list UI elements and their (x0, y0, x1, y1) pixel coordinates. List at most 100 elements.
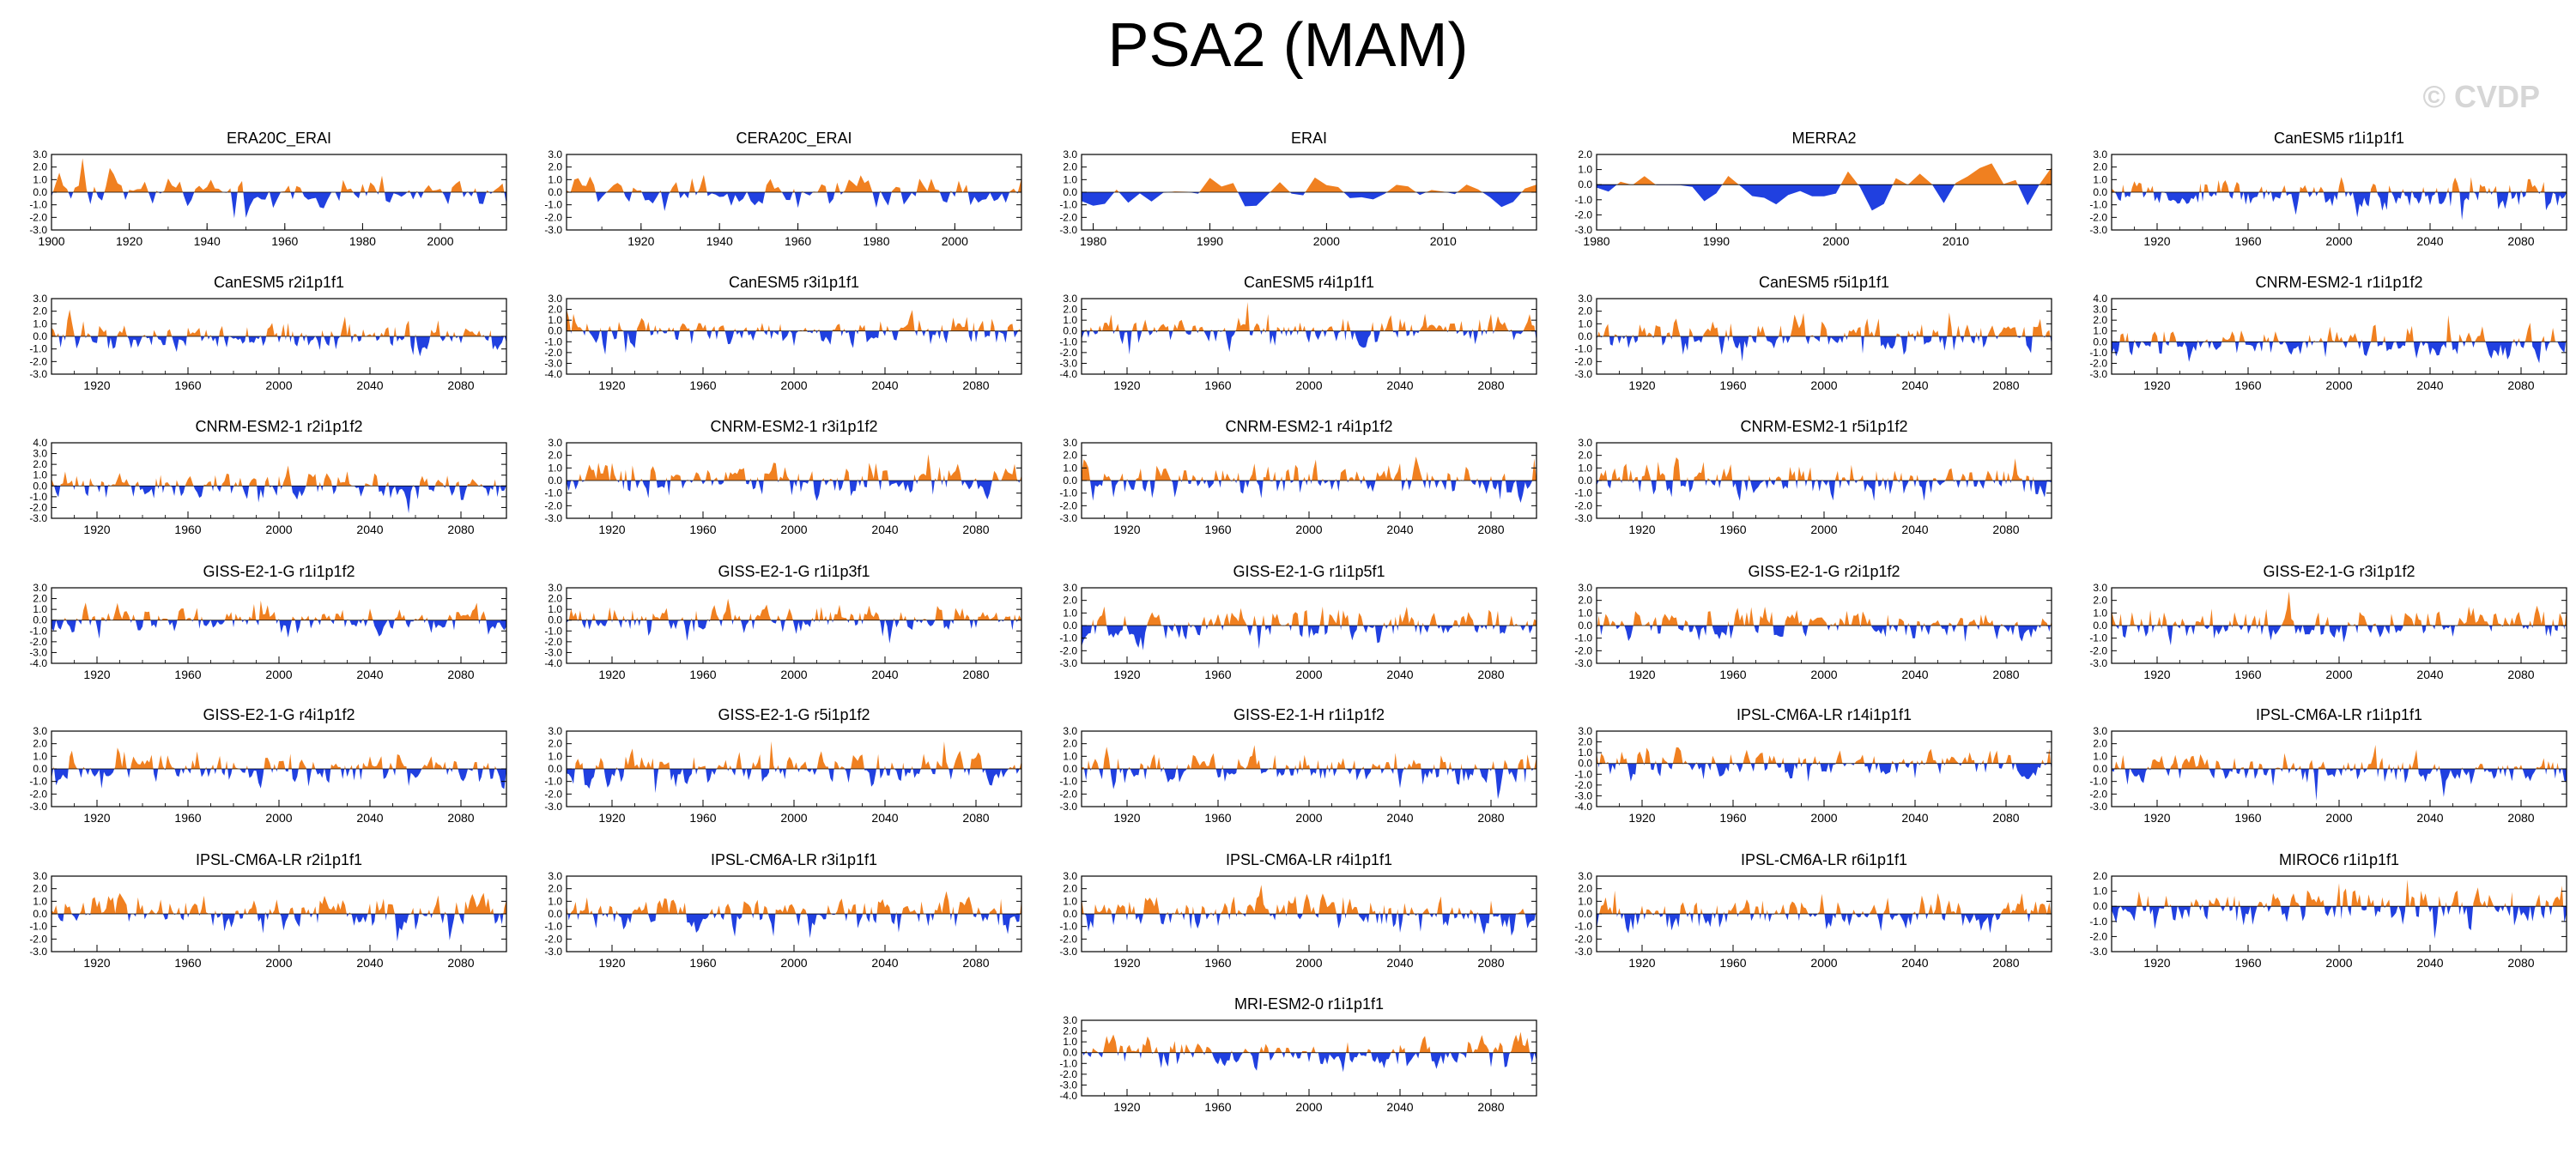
y-tick-label: -2.0 (1574, 779, 1592, 791)
chart-panel: CNRM-ESM2-1 r2i1p1f2 4.0 3.0 2.0 1.0 0.0 -1.0-… (9, 417, 515, 546)
x-tick-label: 2080 (447, 956, 474, 970)
y-tick-label: 1.0 (33, 895, 47, 907)
x-tick-label: 1920 (598, 523, 625, 536)
x-tick-label: 1920 (83, 956, 110, 970)
positive-area (52, 747, 506, 769)
y-tick-label: 0.0 (548, 475, 562, 487)
chart-svg: GISS-E2-1-G r1i1p5f1 3.02.01.00.0-1.0-2.0… (1059, 563, 1537, 681)
panel-title: CNRM-ESM2-1 r1i1p1f2 (2255, 274, 2422, 291)
y-tick-label: -2.0 (29, 211, 47, 223)
x-tick-label: 1990 (1703, 234, 1730, 248)
y-tick-label: 2.0 (33, 738, 47, 750)
y-tick-label: 0.0 (1063, 1047, 1077, 1059)
x-tick-label: 2040 (871, 378, 898, 392)
chart-panel: CNRM-ESM2-1 r5i1p1f2 3.0 2.0 1.0 0.0 -1.0 -2.0… (1554, 417, 2060, 546)
y-tick-label: 0.0 (2093, 336, 2107, 348)
y-tick-label: 3.0 (1063, 148, 1077, 160)
y-tick-label: 1.0 (33, 750, 47, 762)
negative-area (1082, 330, 1537, 355)
x-tick-label: 1920 (83, 523, 110, 536)
panel-title: GISS-E2-1-G r1i1p5f1 (1233, 563, 1385, 580)
y-tick-label: -1.0 (1059, 921, 1077, 933)
y-tick-label: -4.0 (544, 657, 562, 669)
y-tick-label: 3.0 (548, 582, 562, 594)
chart-svg: CanESM5 r4i1p1f1 3.02.01.00.0-1.0-2.0-3.0… (1059, 274, 1537, 392)
y-tick-label: 2.0 (1063, 304, 1077, 316)
y-tick-label: 2.0 (2093, 870, 2107, 882)
y-tick-label: 0.0 (1578, 908, 1592, 920)
positive-area (567, 309, 1021, 331)
x-tick-label: 2040 (356, 956, 383, 970)
y-tick-label: 3.0 (1063, 582, 1077, 594)
chart-svg: GISS-E2-1-G r2i1p1f2 3.02.01.00.0-1.0-2.0… (1574, 563, 2052, 681)
y-tick-label: 2.0 (548, 450, 562, 462)
x-tick-label: 1960 (174, 956, 201, 970)
y-tick-label: 1.0 (1578, 317, 1592, 330)
chart-svg: CanESM5 r1i1p1f1 3.02.01.00.0-1.0-2.0-3.0… (2089, 130, 2567, 248)
y-tick-label: -1.0 (29, 776, 47, 788)
y-tick-label: 0.0 (33, 480, 47, 492)
positive-area (2112, 745, 2567, 769)
y-tick-label: -2.0 (2089, 644, 2107, 656)
x-tick-label: 2040 (871, 956, 898, 970)
x-tick-label: 2000 (1295, 378, 1322, 392)
x-tick-label: 2000 (780, 523, 807, 536)
x-tick-label: 2000 (780, 956, 807, 970)
chart-panel: IPSL-CM6A-LR r6i1p1f1 3.0 2.0 1.0 0.0 -1.0 -2.… (1554, 850, 2060, 979)
x-tick-label: 2040 (1901, 668, 1928, 681)
negative-area (52, 914, 506, 942)
y-tick-label: 3.0 (1578, 582, 1592, 594)
x-tick-label: 1960 (174, 668, 201, 681)
panel-title: IPSL-CM6A-LR r3i1p1f1 (711, 851, 877, 868)
x-tick-label: 1960 (2234, 811, 2261, 825)
x-tick-label: 1920 (1628, 956, 1655, 970)
y-tick-label: 2.0 (2093, 314, 2107, 326)
x-tick-label: 2000 (1313, 234, 1340, 248)
y-tick-label: 1.0 (1063, 314, 1077, 326)
positive-area (1082, 606, 1537, 626)
x-tick-label: 1960 (2234, 956, 2261, 970)
x-tick-label: 1960 (689, 811, 716, 825)
y-tick-label: -2.0 (544, 499, 562, 511)
y-tick-label: -1.0 (2089, 199, 2107, 211)
y-tick-label: 2.0 (548, 304, 562, 316)
chart-panel: IPSL-CM6A-LR r4i1p1f1 3.0 2.0 1.0 0.0 -1.0 -2.… (1039, 850, 1545, 979)
negative-area (52, 769, 506, 789)
x-tick-label: 2040 (2416, 956, 2443, 970)
x-tick-label: 1960 (174, 523, 201, 536)
y-tick-label: 0.0 (1063, 620, 1077, 632)
x-tick-label: 2000 (1810, 523, 1837, 536)
x-tick-label: 2080 (1477, 668, 1504, 681)
y-tick-label: -3.0 (29, 801, 47, 813)
panel-title: ERA20C_ERAI (227, 130, 331, 148)
y-tick-label: -2.0 (1574, 499, 1592, 511)
y-tick-label: 1.0 (2093, 325, 2107, 337)
positive-area (1597, 890, 2052, 914)
x-tick-label: 2040 (871, 668, 898, 681)
x-tick-label: 2000 (2325, 378, 2352, 392)
y-tick-label: -1.0 (544, 776, 562, 788)
chart-svg: CNRM-ESM2-1 r1i1p1f24.03.02.01.00.0-1.0-… (2089, 274, 2567, 392)
positive-area (52, 892, 506, 914)
x-tick-label: 2080 (1992, 811, 2019, 825)
x-tick-label: 1900 (38, 234, 64, 248)
negative-area (2112, 769, 2567, 801)
chart-svg: IPSL-CM6A-LR r4i1p1f1 3.02.01.00.0-1.0-2.… (1059, 851, 1537, 970)
y-tick-label: 1.0 (2093, 750, 2107, 762)
x-tick-label: 2040 (2416, 811, 2443, 825)
x-tick-label: 2000 (942, 234, 968, 248)
negative-area (567, 769, 1021, 794)
y-tick-label: -3.0 (1059, 512, 1077, 524)
y-tick-label: 4.0 (2093, 293, 2107, 305)
y-tick-label: 2.0 (2093, 161, 2107, 173)
y-tick-label: 0.0 (1063, 763, 1077, 775)
y-tick-label: 0.0 (1578, 475, 1592, 487)
y-tick-label: 0.0 (33, 186, 47, 198)
y-tick-label: -2.0 (544, 788, 562, 800)
y-tick-label: -2.0 (1059, 347, 1077, 359)
negative-area (1597, 763, 2052, 783)
y-tick-label: -2.0 (1574, 644, 1592, 656)
x-tick-label: 2040 (1386, 811, 1413, 825)
y-tick-label: 3.0 (548, 725, 562, 737)
x-tick-label: 2080 (1477, 956, 1504, 970)
